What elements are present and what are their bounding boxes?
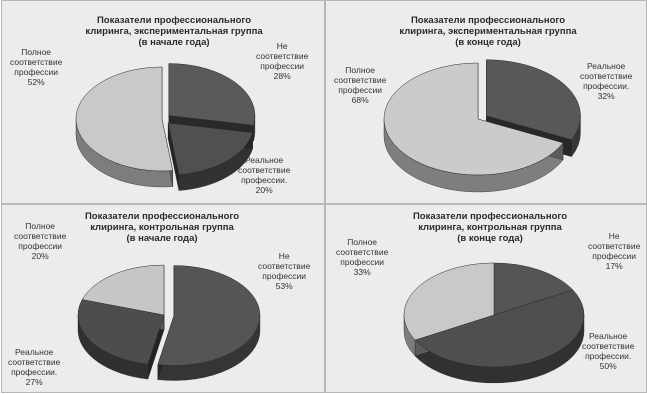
- slice-label-line: профессии: [340, 257, 385, 267]
- chart-title: Показатели профессионального клиринга, ко…: [400, 211, 580, 244]
- pie-slice: [486, 59, 581, 140]
- pie-slice: [414, 289, 585, 368]
- slice-label-line: профессии: [592, 251, 637, 261]
- slice-label: Не соответствие профессии 17%: [588, 231, 640, 271]
- slice-label-line: соответствие: [256, 51, 309, 61]
- slice-label-line: профессии.: [11, 367, 58, 377]
- pie-slice: [168, 63, 256, 126]
- pie-slice: [167, 122, 253, 175]
- slice-value-label: 50%: [599, 361, 617, 371]
- chart-title-line: клиринга, контрольная группа: [418, 222, 562, 233]
- slice-label-line: Реальное: [15, 347, 54, 357]
- chart-title: Показатели профессионального клиринга, эк…: [398, 15, 578, 48]
- slice-value-label: 20%: [255, 185, 273, 195]
- chart-title-line: Показатели профессионального: [84, 211, 240, 222]
- slice-label: Не соответствие профессии 28%: [256, 41, 308, 81]
- slice-label-line: соответствие: [8, 357, 61, 367]
- slice-value-label: 68%: [351, 95, 369, 105]
- slice-label-line: профессии: [260, 61, 305, 71]
- slice-label-line: Полное: [21, 47, 52, 57]
- chart-panel-exp-start: Показатели профессионального клиринга, эк…: [1, 0, 325, 204]
- pie-slice: [383, 62, 564, 176]
- slice-label-line: профессии: [338, 85, 383, 95]
- pie-slice: [77, 299, 165, 365]
- slice-label-line: Не: [276, 41, 288, 51]
- slice-value-label: 32%: [597, 91, 615, 101]
- chart-title-line: (в конце года): [455, 37, 521, 48]
- slice-label-line: Реальное: [589, 331, 628, 341]
- chart-title-line: (в начале года): [126, 233, 198, 244]
- slice-label: Полное соответствие профессии 20%: [14, 221, 66, 261]
- slice-label: Полное соответствие профессии 68%: [334, 65, 386, 105]
- pie-chart: [75, 63, 256, 191]
- slice-label-line: соответствие: [334, 75, 387, 85]
- pie-slice: [75, 66, 174, 172]
- slice-label-line: соответствие: [14, 231, 67, 241]
- chart-title-line: Показатели профессионального: [412, 211, 568, 222]
- chart-panel-exp-end: Показатели профессионального клиринга, эк…: [325, 0, 647, 204]
- slice-label: Полное соответствие профессии 52%: [10, 47, 62, 87]
- slice-label: Реальное соответствие профессии. 20%: [238, 155, 290, 195]
- slice-label-line: соответствие: [238, 165, 291, 175]
- slice-label-line: соответствие: [258, 261, 311, 271]
- slice-label-line: соответствие: [336, 247, 389, 257]
- chart-title-line: клиринга, экспериментальная группа: [85, 26, 263, 37]
- slice-label: Полное соответствие профессии 33%: [336, 237, 388, 277]
- slice-label-line: профессии.: [585, 351, 632, 361]
- pie-slice: [81, 264, 165, 316]
- slice-value-label: 28%: [273, 71, 291, 81]
- slice-label-line: соответствие: [582, 341, 635, 351]
- slice-label: Реальное соответствие профессии. 27%: [8, 347, 60, 387]
- slice-label-line: Реальное: [587, 61, 626, 71]
- slice-value-label: 17%: [605, 261, 623, 271]
- chart-title: Показатели профессионального клиринга, ко…: [72, 211, 252, 244]
- slice-label-line: Не: [278, 251, 290, 261]
- chart-panel-ctrl-start: Показатели профессионального клиринга, ко…: [1, 204, 325, 393]
- slice-label-line: профессии: [18, 241, 63, 251]
- slice-value-label: 27%: [25, 377, 43, 387]
- slice-label-line: Полное: [347, 237, 378, 247]
- chart-title-line: Показатели профессионального: [410, 15, 566, 26]
- pie-slice: [493, 262, 574, 316]
- slice-value-label: 20%: [31, 251, 49, 261]
- pie-slice: [157, 265, 261, 366]
- slice-label-line: профессии.: [241, 175, 288, 185]
- slice-label-line: Полное: [345, 65, 376, 75]
- slice-value-label: 33%: [353, 267, 371, 277]
- pie-chart: [403, 262, 585, 384]
- slice-label-line: Не: [608, 231, 620, 241]
- chart-title-line: (в конце года): [457, 233, 523, 244]
- pie-chart: [77, 264, 261, 381]
- chart-title-line: клиринга, экспериментальная группа: [399, 26, 577, 37]
- slice-label-line: соответствие: [580, 71, 633, 81]
- slice-label-line: Реальное: [245, 155, 284, 165]
- chart-title-line: (в начале года): [138, 37, 210, 48]
- slice-label-line: соответствие: [588, 241, 641, 251]
- slice-label-line: профессии.: [583, 81, 630, 91]
- chart-title-line: клиринга, контрольная группа: [90, 222, 234, 233]
- slice-value-label: 53%: [275, 281, 293, 291]
- slice-label: Не соответствие профессии 53%: [258, 251, 310, 291]
- chart-title: Показатели профессионального клиринга, эк…: [84, 15, 264, 48]
- slice-label-line: профессии: [262, 271, 307, 281]
- slice-label-line: профессии: [14, 67, 59, 77]
- slice-label: Реальное соответствие профессии. 50%: [582, 331, 634, 371]
- slice-label-line: Полное: [25, 221, 56, 231]
- slice-label: Реальное соответствие профессии. 32%: [580, 61, 632, 101]
- pie-chart: [383, 59, 581, 193]
- pie-slice: [403, 262, 495, 341]
- slice-value-label: 52%: [27, 77, 45, 87]
- chart-title-line: Показатели профессионального: [96, 15, 252, 26]
- chart-panel-ctrl-end: Показатели профессионального клиринга, ко…: [325, 204, 647, 393]
- slice-label-line: соответствие: [10, 57, 63, 67]
